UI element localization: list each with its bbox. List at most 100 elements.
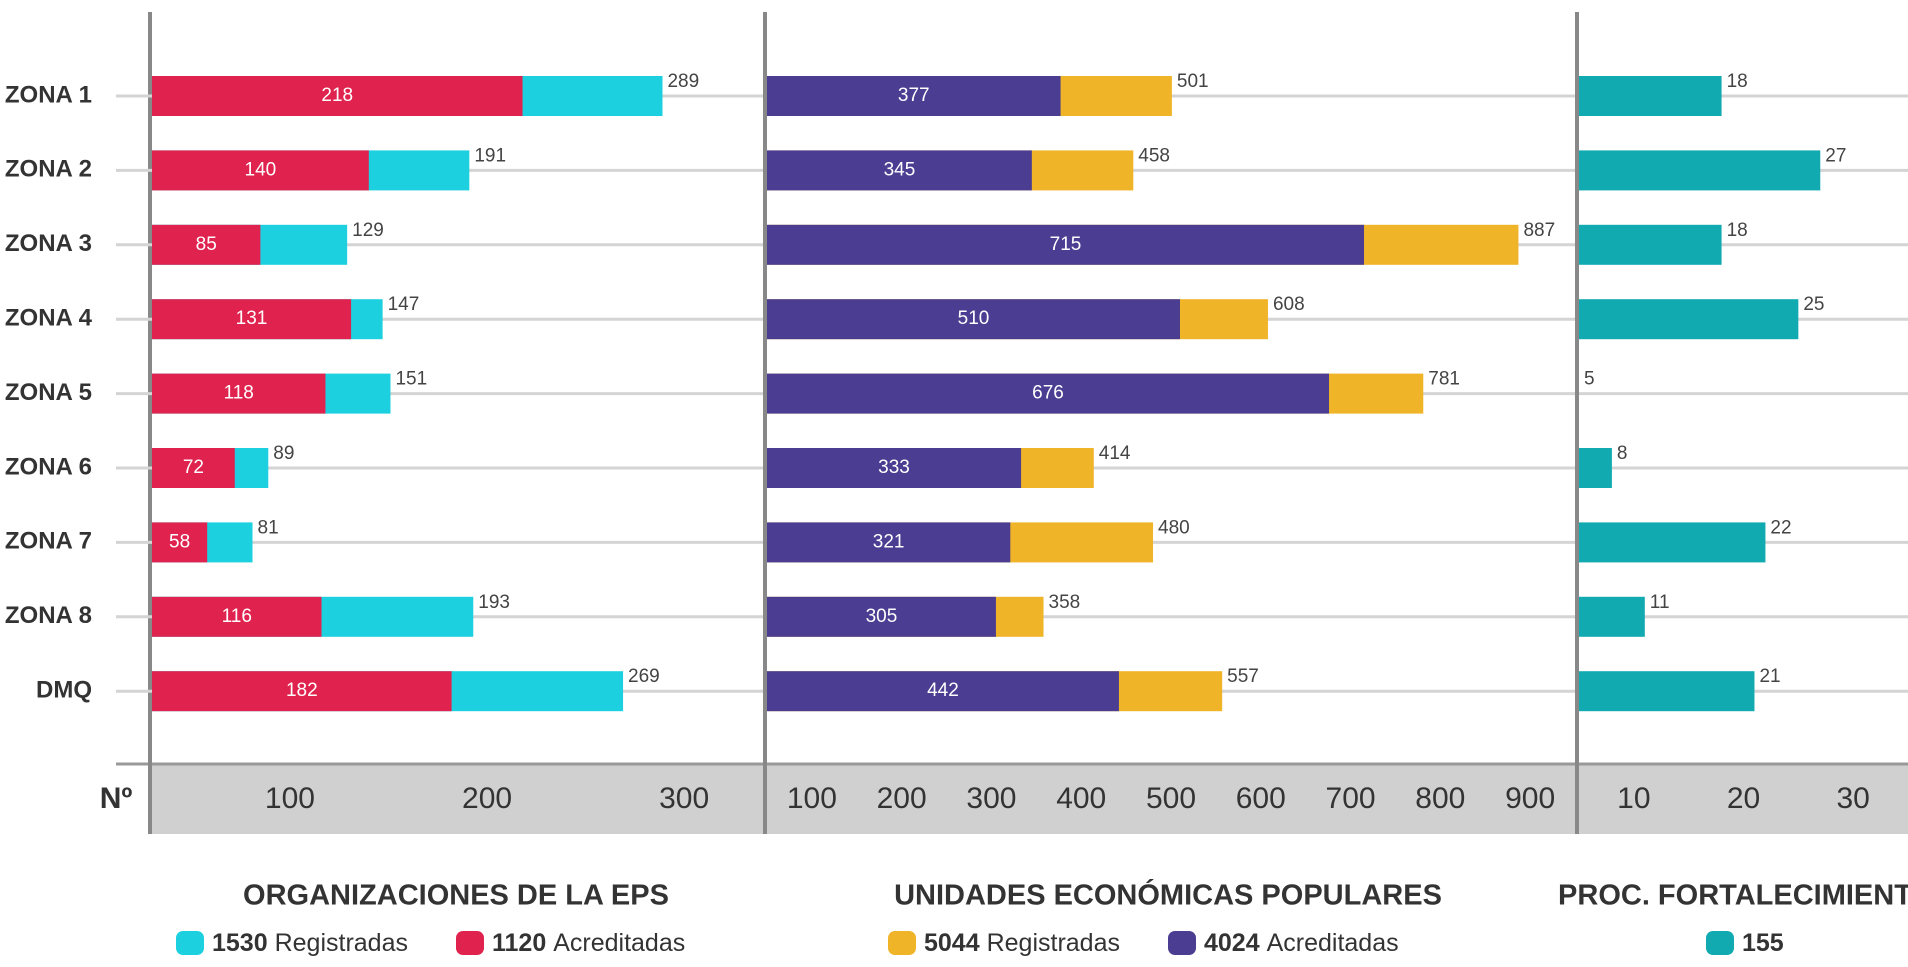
value-label: 151 (395, 369, 427, 390)
value-label: 182 (286, 680, 318, 701)
legend-total: 1120 (492, 929, 546, 957)
value-label: 21 (1759, 666, 1780, 687)
bar (767, 373, 1330, 414)
legend-entry: 5044 Registradas (924, 929, 1120, 957)
legend-name: Acreditadas (553, 929, 685, 957)
x-tick-label: 200 (877, 782, 927, 815)
x-tick-label: 300 (966, 782, 1016, 815)
bar (1579, 448, 1612, 488)
value-label: 289 (667, 71, 699, 92)
value-label: 58 (169, 531, 190, 552)
bar (767, 522, 1011, 563)
value-label: 129 (352, 220, 384, 241)
bar (1579, 596, 1645, 637)
panel-title: PROC. FORTALECIMIENTO (1558, 880, 1908, 912)
bar (767, 76, 1061, 116)
legend-total: 1530 (212, 929, 268, 957)
x-tick-label: 20 (1727, 782, 1760, 815)
x-tick-label: 800 (1415, 782, 1465, 815)
category-label: ZONA 5 (5, 379, 92, 406)
category-label: ZONA 7 (5, 528, 92, 555)
value-label: 11 (1650, 592, 1670, 613)
legend-gap (980, 929, 987, 957)
legend-total: 155 (1742, 929, 1784, 957)
value-label: 193 (478, 592, 510, 613)
legend-gap (1260, 929, 1267, 957)
x-tick-label: 500 (1146, 782, 1196, 815)
x-tick-label: 600 (1236, 782, 1286, 815)
value-label: 414 (1099, 443, 1131, 464)
value-label: 8 (1617, 443, 1628, 464)
bar (152, 76, 523, 116)
bar (152, 522, 208, 563)
x-tick-label: 100 (265, 782, 315, 815)
value-label: 269 (628, 666, 660, 687)
bar (767, 596, 996, 637)
value-label: 480 (1158, 517, 1190, 538)
category-label: ZONA 4 (5, 305, 93, 332)
panel-title: UNIDADES ECONÓMICAS POPULARES (894, 878, 1442, 912)
value-label: 715 (1050, 234, 1082, 255)
legend-name: Registradas (275, 929, 408, 957)
category-label: ZONA 2 (5, 156, 92, 183)
bar (767, 671, 1119, 712)
value-label: 781 (1428, 369, 1460, 390)
panel-title: ORGANIZACIONES DE LA EPS (243, 880, 669, 912)
value-label: 358 (1049, 592, 1081, 613)
legend-entry: 155 (1742, 929, 1784, 957)
legend-swatch (1706, 931, 1734, 955)
value-label: 72 (183, 457, 204, 478)
legend-swatch (1168, 931, 1196, 955)
legend-swatch (456, 931, 484, 955)
legend-total: 5044 (924, 929, 980, 957)
legend-swatch (176, 931, 204, 955)
bar (1579, 299, 1799, 340)
value-label: 18 (1727, 220, 1748, 241)
bar (1579, 224, 1722, 265)
bar (767, 299, 1180, 340)
axis-label: Nº (100, 782, 133, 815)
legend-entry: 4024 Acreditadas (1204, 929, 1399, 957)
value-label: 676 (1032, 383, 1064, 404)
category-label: ZONA 8 (5, 602, 92, 629)
bar (767, 224, 1365, 265)
bar (1579, 671, 1755, 712)
value-label: 27 (1825, 145, 1846, 166)
value-label: 18 (1727, 71, 1748, 92)
legend-entry: 1120 Acreditadas (492, 929, 685, 957)
bar (767, 448, 1022, 488)
value-label: 118 (224, 383, 254, 404)
value-label: 22 (1770, 517, 1791, 538)
bar (1579, 150, 1821, 191)
value-label: 321 (873, 531, 905, 552)
value-label: 218 (321, 85, 353, 106)
legend-entry: 1530 Registradas (212, 929, 408, 957)
x-tick-label: 400 (1056, 782, 1106, 815)
value-label: 140 (245, 159, 277, 180)
value-label: 345 (884, 159, 916, 180)
x-tick-label: 30 (1836, 782, 1869, 815)
value-label: 5 (1584, 369, 1595, 390)
bar (152, 671, 452, 712)
bar (152, 224, 261, 265)
category-label: ZONA 6 (5, 453, 92, 480)
bar (152, 150, 369, 191)
legend-total: 4024 (1204, 929, 1260, 957)
x-tick-label: 700 (1326, 782, 1376, 815)
legend-gap (546, 929, 553, 957)
bar (1579, 76, 1722, 116)
value-label: 147 (388, 294, 420, 315)
value-label: 510 (958, 308, 990, 329)
value-label: 557 (1227, 666, 1259, 687)
category-label: ZONA 3 (5, 230, 92, 257)
value-label: 608 (1273, 294, 1305, 315)
bar (152, 596, 322, 637)
value-label: 377 (898, 85, 930, 106)
category-label: DMQ (36, 677, 92, 704)
legend-name: Registradas (987, 929, 1120, 957)
bar (152, 448, 235, 488)
value-label: 191 (474, 145, 506, 166)
axis-band (150, 764, 1908, 834)
x-tick-label: 300 (659, 782, 709, 815)
